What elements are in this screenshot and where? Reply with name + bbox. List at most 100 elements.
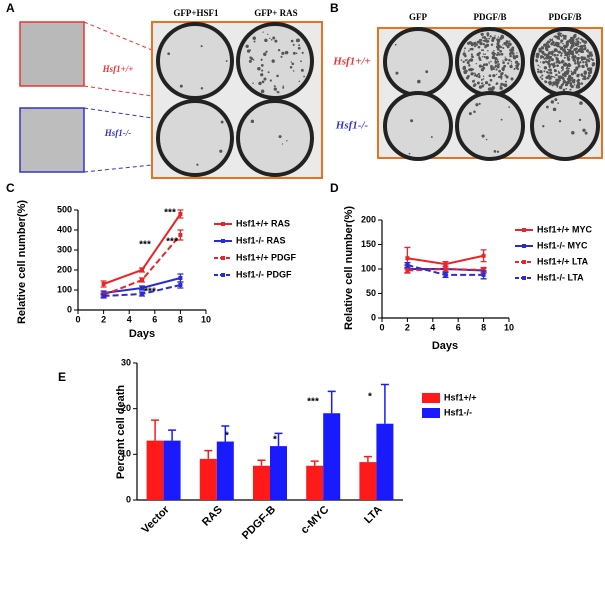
point	[140, 268, 144, 272]
legend-label: Hsf1+/+ MYC	[537, 224, 593, 234]
colony	[511, 63, 513, 65]
colony	[498, 70, 502, 73]
colony	[495, 58, 498, 61]
colony	[248, 59, 252, 63]
colony	[273, 85, 276, 88]
colony	[574, 61, 577, 65]
colony	[297, 46, 301, 50]
colony	[577, 43, 580, 46]
colony	[542, 56, 545, 59]
colony	[245, 44, 249, 48]
colony	[590, 57, 593, 60]
colony	[560, 39, 564, 43]
colony	[579, 38, 582, 41]
colony	[480, 68, 485, 72]
colony	[567, 74, 572, 79]
colony	[496, 73, 498, 76]
colony	[468, 64, 471, 67]
error-bar	[204, 449, 213, 459]
colony	[543, 53, 547, 56]
colony	[475, 103, 479, 107]
colony	[564, 74, 567, 78]
x-tick-label: LTA	[362, 504, 384, 526]
colony	[504, 74, 507, 77]
colony	[280, 55, 283, 58]
colony	[543, 66, 548, 70]
significance: ***	[144, 287, 156, 298]
colony	[507, 62, 510, 65]
colony	[272, 36, 276, 40]
colony	[485, 63, 489, 66]
colony	[499, 86, 503, 90]
panel-label: B	[330, 1, 339, 15]
colony	[478, 64, 482, 68]
colony	[556, 38, 559, 40]
colony	[485, 138, 488, 141]
colony	[566, 48, 569, 51]
colony	[505, 75, 509, 79]
colony	[551, 54, 554, 56]
colony	[484, 46, 487, 49]
colony	[489, 78, 493, 82]
panel-label: C	[6, 181, 15, 195]
colony	[503, 65, 506, 68]
colony	[269, 37, 271, 39]
bar	[306, 465, 324, 500]
colony	[588, 57, 591, 60]
colony	[470, 53, 473, 56]
colony	[573, 59, 576, 63]
well	[236, 22, 314, 100]
colony	[585, 61, 588, 64]
colony	[563, 56, 566, 59]
colony	[490, 66, 493, 69]
colony	[468, 68, 471, 72]
y-tick-label: 20	[121, 403, 131, 413]
x-tick-label: PDGF-B	[240, 504, 278, 542]
colony	[476, 81, 480, 85]
colony	[511, 46, 515, 50]
colony	[482, 75, 485, 77]
colony	[295, 52, 298, 55]
legend-label: Hsf1+/+ PDGF	[236, 252, 297, 262]
colony	[478, 51, 481, 55]
colony	[478, 76, 481, 78]
error-bar	[221, 425, 230, 442]
legend-label: Hsf1-/- LTA	[537, 272, 584, 282]
colony	[555, 61, 558, 64]
colony	[290, 61, 293, 63]
colony	[560, 60, 564, 64]
colony	[549, 40, 552, 42]
colony	[468, 112, 472, 116]
colony	[578, 118, 582, 122]
colony	[509, 54, 512, 58]
colony	[587, 49, 589, 51]
colony	[480, 32, 484, 36]
colony	[494, 59, 497, 62]
colony	[481, 40, 483, 42]
point	[178, 283, 183, 287]
colony	[539, 70, 543, 74]
colony	[502, 46, 505, 50]
colony	[577, 82, 581, 86]
colony	[281, 51, 285, 55]
x-tick-label: 6	[152, 314, 157, 324]
y-tick-label: 400	[57, 224, 72, 234]
legend-marker	[522, 228, 526, 232]
colony	[257, 67, 261, 71]
significance: *	[225, 431, 229, 442]
x-tick-label: RAS	[200, 504, 225, 529]
colony	[480, 78, 483, 81]
y-tick-label: 200	[57, 264, 72, 274]
colony	[572, 80, 576, 84]
row-label: Hsf1-/-	[104, 128, 132, 138]
colony	[282, 86, 285, 89]
colony	[298, 44, 301, 47]
colony	[572, 45, 575, 48]
connector	[83, 85, 153, 97]
colony	[490, 60, 492, 63]
colony	[548, 68, 552, 72]
colony	[496, 60, 500, 63]
colony	[261, 69, 264, 72]
colony	[571, 71, 575, 75]
